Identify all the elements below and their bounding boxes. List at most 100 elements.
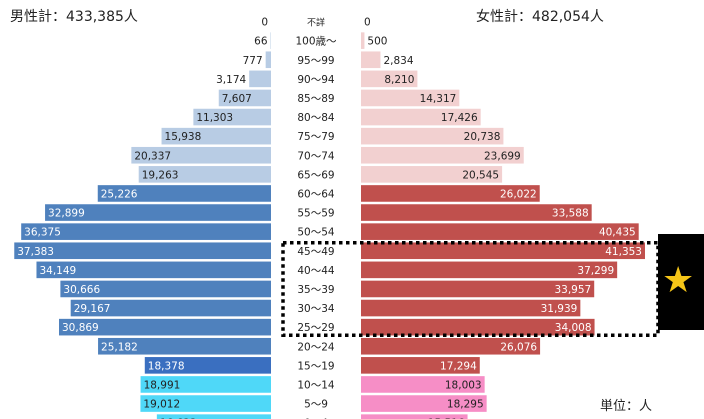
age-category-label: 25～29 (297, 322, 334, 334)
male-value-label: 30,666 (63, 284, 100, 296)
age-category-label: 0～4 (304, 418, 328, 419)
female-value-label: 34,008 (555, 322, 592, 334)
female-value-label: 18,295 (447, 399, 484, 411)
female-bar (361, 32, 365, 49)
female-value-label: 17,294 (440, 360, 477, 372)
star-icon: ★ (662, 260, 695, 301)
age-category-label: 50～54 (297, 227, 335, 239)
unit-label: 単位：人 (600, 399, 653, 414)
female-value-label: 33,588 (552, 208, 589, 220)
female-bar (361, 376, 485, 393)
male-bar (131, 146, 271, 164)
male-bar (14, 242, 271, 260)
male-bar (45, 204, 271, 221)
female-value-label: 31,939 (541, 303, 578, 315)
female-bar (361, 242, 645, 260)
female-bar (361, 166, 503, 183)
female-value-label: 37,299 (577, 265, 614, 277)
female-bar (361, 185, 540, 202)
male-bar (36, 261, 271, 279)
male-value-label: 29,167 (74, 303, 111, 315)
female-value-label: 23,699 (484, 150, 521, 162)
male-value-label: 25,182 (101, 341, 138, 353)
male-bar (265, 51, 271, 69)
female-total-label: 女性計：482,054人 (476, 9, 604, 25)
male-value-label: 18,991 (144, 379, 181, 391)
female-bar (361, 70, 418, 88)
male-value-label: 19,012 (143, 399, 180, 411)
male-value-label: 32,899 (48, 208, 85, 220)
male-bar (218, 89, 271, 107)
female-bar (361, 51, 381, 69)
female-bar (361, 318, 595, 336)
male-bar (98, 337, 271, 355)
male-value-label: 20,337 (134, 150, 171, 162)
female-value-label: 20,738 (464, 131, 501, 143)
female-bar (361, 337, 541, 355)
male-value-label: 15,938 (165, 131, 202, 143)
female-bar (361, 108, 481, 126)
male-total-label: 男性計：433,385人 (10, 9, 138, 25)
female-bar (361, 223, 639, 240)
female-value-label: 14,317 (420, 93, 457, 105)
male-bar (21, 223, 272, 240)
male-value-label: 0 (261, 17, 268, 29)
female-bar (361, 414, 468, 419)
female-bar (361, 146, 524, 164)
female-bar (361, 357, 480, 374)
male-bar (249, 70, 271, 88)
male-bar (138, 166, 271, 183)
male-bar (144, 357, 271, 374)
male-value-label: 3,174 (216, 74, 246, 86)
age-category-label: 95～99 (297, 55, 334, 67)
female-value-label: 2,834 (383, 55, 413, 67)
age-category-label: 85～89 (297, 93, 334, 105)
male-value-label: 36,375 (24, 227, 61, 239)
male-value-label: 34,149 (39, 265, 76, 277)
male-value-label: 11,303 (196, 112, 233, 124)
female-value-label: 15,516 (428, 418, 465, 419)
male-value-label: 25,226 (101, 188, 138, 200)
male-value-label: 7,607 (222, 93, 252, 105)
male-bar (70, 299, 272, 317)
highlight-marker: ★ (658, 234, 704, 330)
age-category-label: 55～59 (297, 208, 334, 220)
female-value-label: 26,022 (500, 188, 537, 200)
male-value-label: 16,623 (160, 418, 197, 419)
male-value-label: 37,383 (17, 246, 54, 258)
female-value-label: 18,003 (445, 379, 482, 391)
female-value-label: 40,435 (599, 227, 636, 239)
age-category-label: 90～94 (297, 74, 335, 86)
female-value-label: 41,353 (605, 246, 642, 258)
male-value-label: 777 (243, 55, 263, 67)
male-bar (97, 185, 271, 202)
age-category-label: 75～79 (297, 131, 334, 143)
male-bar (156, 414, 271, 419)
age-category-label: 45～49 (297, 246, 334, 258)
male-bar (140, 395, 271, 412)
male-value-label: 30,869 (62, 322, 99, 334)
male-bar (60, 280, 271, 298)
age-category-label: 30～34 (297, 303, 335, 315)
female-bar (361, 261, 618, 279)
female-value-label: 17,426 (441, 112, 478, 124)
female-value-label: 33,957 (554, 284, 591, 296)
male-bar (59, 318, 271, 336)
female-value-label: 26,076 (500, 341, 537, 353)
female-bar (361, 280, 595, 298)
female-value-label: 0 (364, 17, 371, 29)
male-value-label: 18,378 (148, 360, 185, 372)
age-category-label: 40～44 (297, 265, 335, 277)
female-bar (361, 299, 581, 317)
female-value-label: 8,210 (384, 74, 414, 86)
age-category-label: 35～39 (297, 284, 334, 296)
female-bar (361, 395, 487, 412)
age-category-label: 10～14 (297, 379, 335, 391)
age-category-label: 5～9 (304, 399, 328, 411)
female-value-label: 500 (367, 36, 387, 48)
male-bar (161, 127, 271, 145)
age-category-label: 65～69 (297, 169, 334, 181)
age-category-label: 100歳～ (295, 36, 337, 48)
